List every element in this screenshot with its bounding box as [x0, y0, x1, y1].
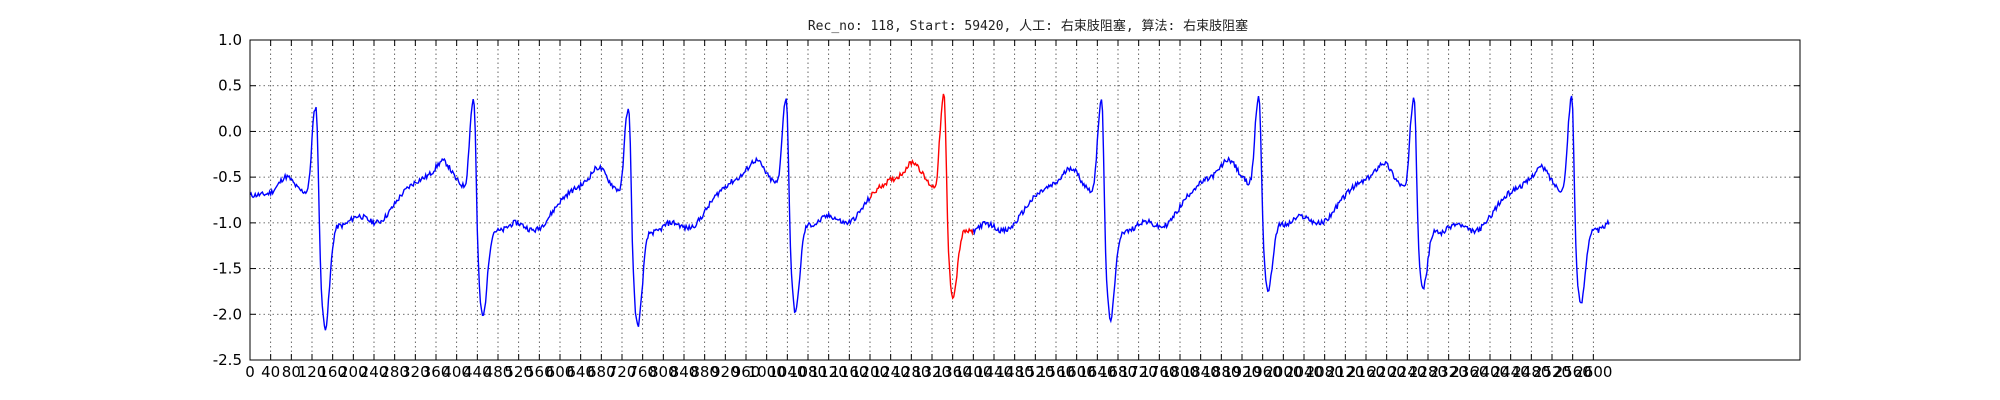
x-tick-label: 1400: [954, 363, 992, 381]
x-tick-label: 2280: [1409, 363, 1447, 381]
x-tick-label: 840: [670, 363, 699, 381]
y-axis: 1.0 0.5 0.0 -0.5 -1.0 -1.5 -2.0 -2.5: [213, 31, 1800, 369]
x-tick-label: 1720: [1120, 363, 1158, 381]
x-tick-label: 440: [463, 363, 492, 381]
plot-frame: [249, 39, 1801, 361]
x-tick-label: 1280: [892, 363, 930, 381]
x-tick-label: 1320: [913, 363, 951, 381]
y-tick-label: 0.0: [218, 122, 242, 140]
x-tick-label: 360: [422, 363, 451, 381]
x-tick-label: 400: [442, 363, 471, 381]
x-axis: 0 40 8012016020024028032036040044048052056…: [245, 40, 1612, 381]
x-tick-label: 0: [245, 363, 255, 381]
x-tick-label: 1640: [1078, 363, 1116, 381]
x-tick-label: 2400: [1471, 363, 1509, 381]
x-tick-label: 1760: [1140, 363, 1178, 381]
x-tick-label: 280: [380, 363, 409, 381]
ecg-trace-before: [249, 98, 871, 331]
x-tick-label: 800: [649, 363, 678, 381]
y-tick-label: -2.0: [213, 305, 242, 323]
x-tick-label: 1600: [1058, 363, 1096, 381]
x-tick-label: 2240: [1388, 363, 1426, 381]
x-tick-label: 2200: [1368, 363, 1406, 381]
ecg-trace-highlight: [869, 93, 974, 300]
x-tick-label: 1680: [1099, 363, 1137, 381]
x-tick-label: 1480: [996, 363, 1034, 381]
x-tick-label: 640: [566, 363, 595, 381]
y-tick-label: -2.5: [213, 351, 242, 369]
x-tick-label: 80: [282, 363, 301, 381]
ecg-trace-after: [972, 95, 1610, 324]
ecg-signal: [249, 93, 1610, 331]
x-tick-label: 1040: [768, 363, 806, 381]
chart-title: Rec_no: 118, Start: 59420, 人工: 右束肢阻塞, 算法…: [808, 18, 1248, 34]
x-tick-label: 1000: [748, 363, 786, 381]
x-tick-label: 560: [525, 363, 554, 381]
x-tick-label: 200: [339, 363, 368, 381]
x-tick-label: 960: [732, 363, 761, 381]
y-tick-label: -0.5: [213, 168, 242, 186]
x-tick-label: 920: [711, 363, 740, 381]
x-tick-label: 2080: [1306, 363, 1344, 381]
x-tick-label: 760: [628, 363, 657, 381]
x-tick-label: 2040: [1285, 363, 1323, 381]
x-tick-label: 1240: [872, 363, 910, 381]
x-tick-label: 2440: [1492, 363, 1530, 381]
x-tick-label: 2600: [1574, 363, 1612, 381]
x-tick-label: 1120: [810, 363, 848, 381]
x-tick-label: 160: [318, 363, 347, 381]
x-tick-label: 480: [484, 363, 513, 381]
x-tick-label: 1440: [975, 363, 1013, 381]
x-tick-label: 2160: [1347, 363, 1385, 381]
x-tick-label: 1520: [1016, 363, 1054, 381]
x-tick-label: 2560: [1554, 363, 1592, 381]
x-tick-label: 520: [504, 363, 533, 381]
x-tick-label: 2120: [1326, 363, 1364, 381]
x-tick-label: 2320: [1430, 363, 1468, 381]
x-tick-label: 1800: [1161, 363, 1199, 381]
x-tick-label: 2520: [1533, 363, 1571, 381]
x-tick-label: 600: [546, 363, 575, 381]
x-tick-label: 1200: [851, 363, 889, 381]
x-tick-label: 1160: [830, 363, 868, 381]
x-tick-label: 120: [298, 363, 327, 381]
x-tick-label: 1560: [1037, 363, 1075, 381]
y-tick-label: 0.5: [218, 77, 242, 95]
x-tick-label: 1080: [789, 363, 827, 381]
x-tick-label: 1360: [934, 363, 972, 381]
x-tick-label: 1960: [1244, 363, 1282, 381]
x-tick-label: 1840: [1182, 363, 1220, 381]
x-tick-label: 2360: [1450, 363, 1488, 381]
x-tick-label: 40: [261, 363, 280, 381]
x-tick-label: 720: [608, 363, 637, 381]
x-tick-label: 1880: [1202, 363, 1240, 381]
x-tick-label: 1920: [1223, 363, 1261, 381]
x-tick-label: 320: [401, 363, 430, 381]
y-tick-label: 1.0: [218, 31, 242, 49]
x-tick-label: 2000: [1264, 363, 1302, 381]
x-tick-label: 680: [587, 363, 616, 381]
x-tick-label: 2480: [1512, 363, 1550, 381]
y-tick-label: -1.5: [213, 260, 242, 278]
x-tick-label: 880: [690, 363, 719, 381]
y-tick-label: -1.0: [213, 214, 242, 232]
x-tick-label: 240: [360, 363, 389, 381]
